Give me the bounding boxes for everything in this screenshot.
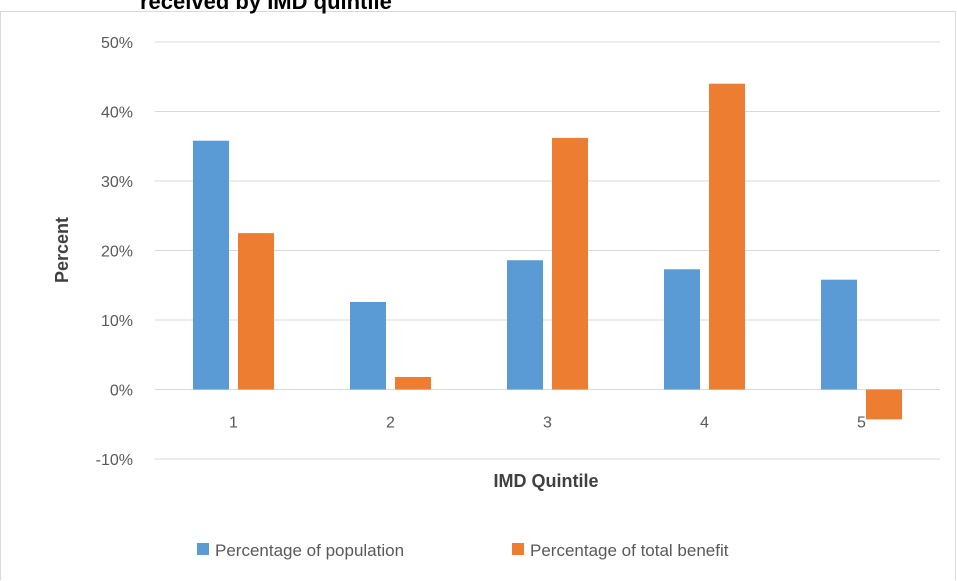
bar	[395, 376, 431, 390]
legend-swatch	[512, 543, 524, 555]
bar	[709, 83, 745, 390]
y-tick-label: 50%	[101, 35, 133, 52]
bar	[238, 233, 274, 390]
chart-frame	[0, 11, 956, 580]
y-tick-label: 30%	[101, 174, 133, 191]
bar	[193, 140, 229, 390]
legend-swatch	[197, 543, 209, 555]
y-tick-labels: 50% 40% 30% 20% 10% 0% -10%	[96, 35, 133, 469]
legend-label: Percentage of population	[215, 541, 404, 560]
x-tick-label: 2	[386, 415, 395, 432]
bars	[193, 83, 902, 420]
bar	[821, 279, 857, 390]
bar	[350, 301, 386, 390]
x-tick-label: 5	[857, 415, 866, 432]
x-tick-label: 3	[543, 415, 552, 432]
x-axis-title: IMD Quintile	[494, 471, 599, 491]
y-tick-label: 0%	[110, 383, 133, 400]
x-tick-labels: 1 2 3 4 5	[229, 415, 866, 432]
bar	[552, 137, 588, 390]
legend: Percentage of population Percentage of to…	[197, 541, 729, 560]
x-tick-label: 1	[229, 415, 238, 432]
legend-label: Percentage of total benefit	[530, 541, 729, 560]
bar	[507, 260, 543, 390]
y-tick-label: 20%	[101, 244, 133, 261]
gridlines	[155, 41, 940, 460]
y-tick-label: 10%	[101, 313, 133, 330]
chart-title: received by IMD quintile	[140, 0, 392, 14]
y-axis-title: Percent	[52, 217, 72, 283]
y-tick-label: 40%	[101, 105, 133, 122]
bar	[866, 389, 902, 420]
y-tick-label: -10%	[96, 452, 133, 469]
x-tick-label: 4	[700, 415, 709, 432]
bar	[664, 269, 700, 390]
